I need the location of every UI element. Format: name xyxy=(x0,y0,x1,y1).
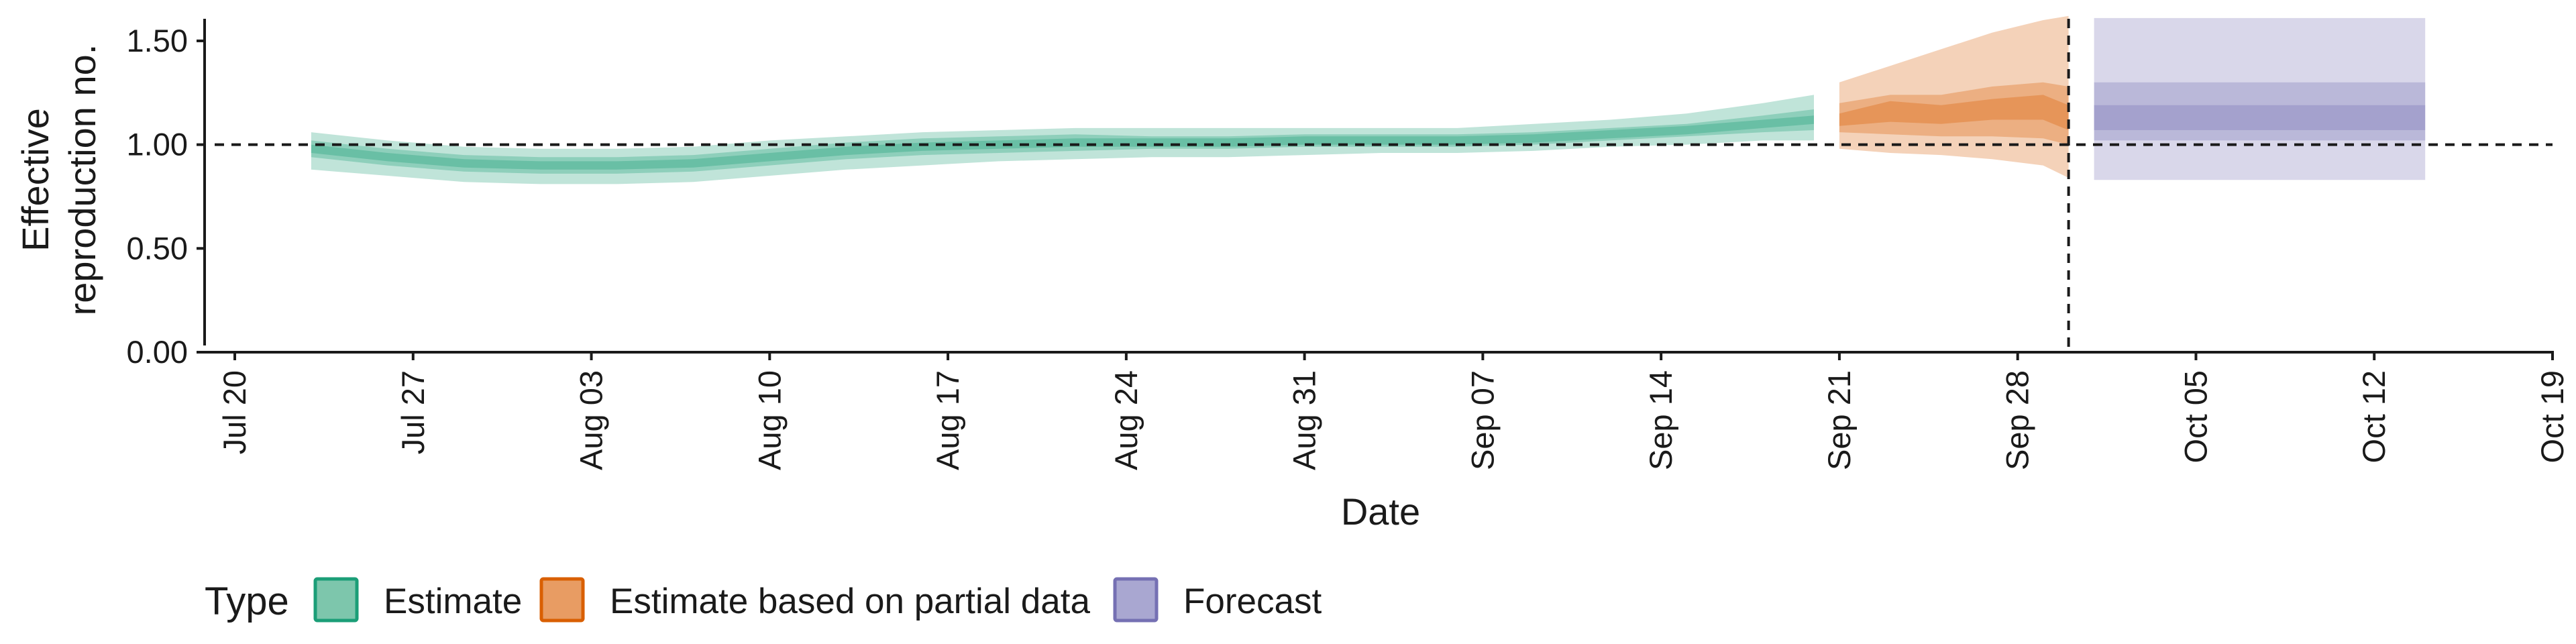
x-tick-label: Aug 17 xyxy=(930,370,965,470)
x-tick-label: Jul 27 xyxy=(395,370,431,454)
y-tick-label: 1.50 xyxy=(127,23,188,58)
y-tick-label: 0.50 xyxy=(127,230,188,266)
y-tick-label: 0.00 xyxy=(127,334,188,370)
x-axis-title: Date xyxy=(1341,490,1420,533)
x-tick-label: Aug 24 xyxy=(1108,370,1144,470)
x-tick-label: Aug 10 xyxy=(751,370,787,470)
estimate-based-on-partial-data-band-90 xyxy=(1839,15,2069,178)
estimate-band-50 xyxy=(311,109,1815,174)
estimate-based-on-partial-data-band-50 xyxy=(1839,82,2069,145)
x-tick-label: Oct 05 xyxy=(2178,370,2213,463)
legend-title: Type xyxy=(205,580,289,623)
estimate-band-20 xyxy=(311,115,1815,170)
forecast-band-20 xyxy=(2094,105,2426,130)
legend: Type Estimate Estimate based on partial da… xyxy=(205,577,1322,623)
y-tick-label: 1.00 xyxy=(127,127,188,162)
x-tick-label: Oct 19 xyxy=(2534,370,2570,463)
reference-lines xyxy=(215,19,2553,352)
legend-label: Estimate based on partial data xyxy=(610,582,1090,621)
x-tick-label: Sep 14 xyxy=(1643,370,1678,470)
ribbons-layer xyxy=(311,15,2426,184)
estimate-band-90 xyxy=(311,95,1815,184)
x-tick-label: Aug 31 xyxy=(1287,370,1322,470)
legend-key xyxy=(1113,577,1159,623)
y-axis-title: Effective reproduction no. xyxy=(14,44,103,316)
estimate-based-on-partial-data-band-20 xyxy=(1839,95,2069,130)
axes-layer: 0.00 0.50 1.00 1.50 Jul 20 Jul 27 Aug 03 Aug 10… xyxy=(14,19,2570,533)
legend-key xyxy=(313,577,359,623)
legend-label: Estimate xyxy=(384,582,522,621)
forecast-band-50 xyxy=(2094,82,2426,141)
legend-key xyxy=(539,577,585,623)
legend-label: Forecast xyxy=(1183,582,1322,621)
y-axis-title-line: Effective xyxy=(14,108,56,252)
x-tick-label: Aug 03 xyxy=(574,370,609,470)
x-tick-label: Jul 20 xyxy=(217,370,252,454)
x-tick-label: Sep 21 xyxy=(1821,370,1857,470)
forecast-band-90 xyxy=(2094,17,2426,180)
x-tick-label: Oct 12 xyxy=(2356,370,2392,463)
x-tick-label: Sep 07 xyxy=(1464,370,1500,470)
y-axis-title-line: reproduction no. xyxy=(61,44,103,316)
x-tick-label: Sep 28 xyxy=(2000,370,2035,470)
